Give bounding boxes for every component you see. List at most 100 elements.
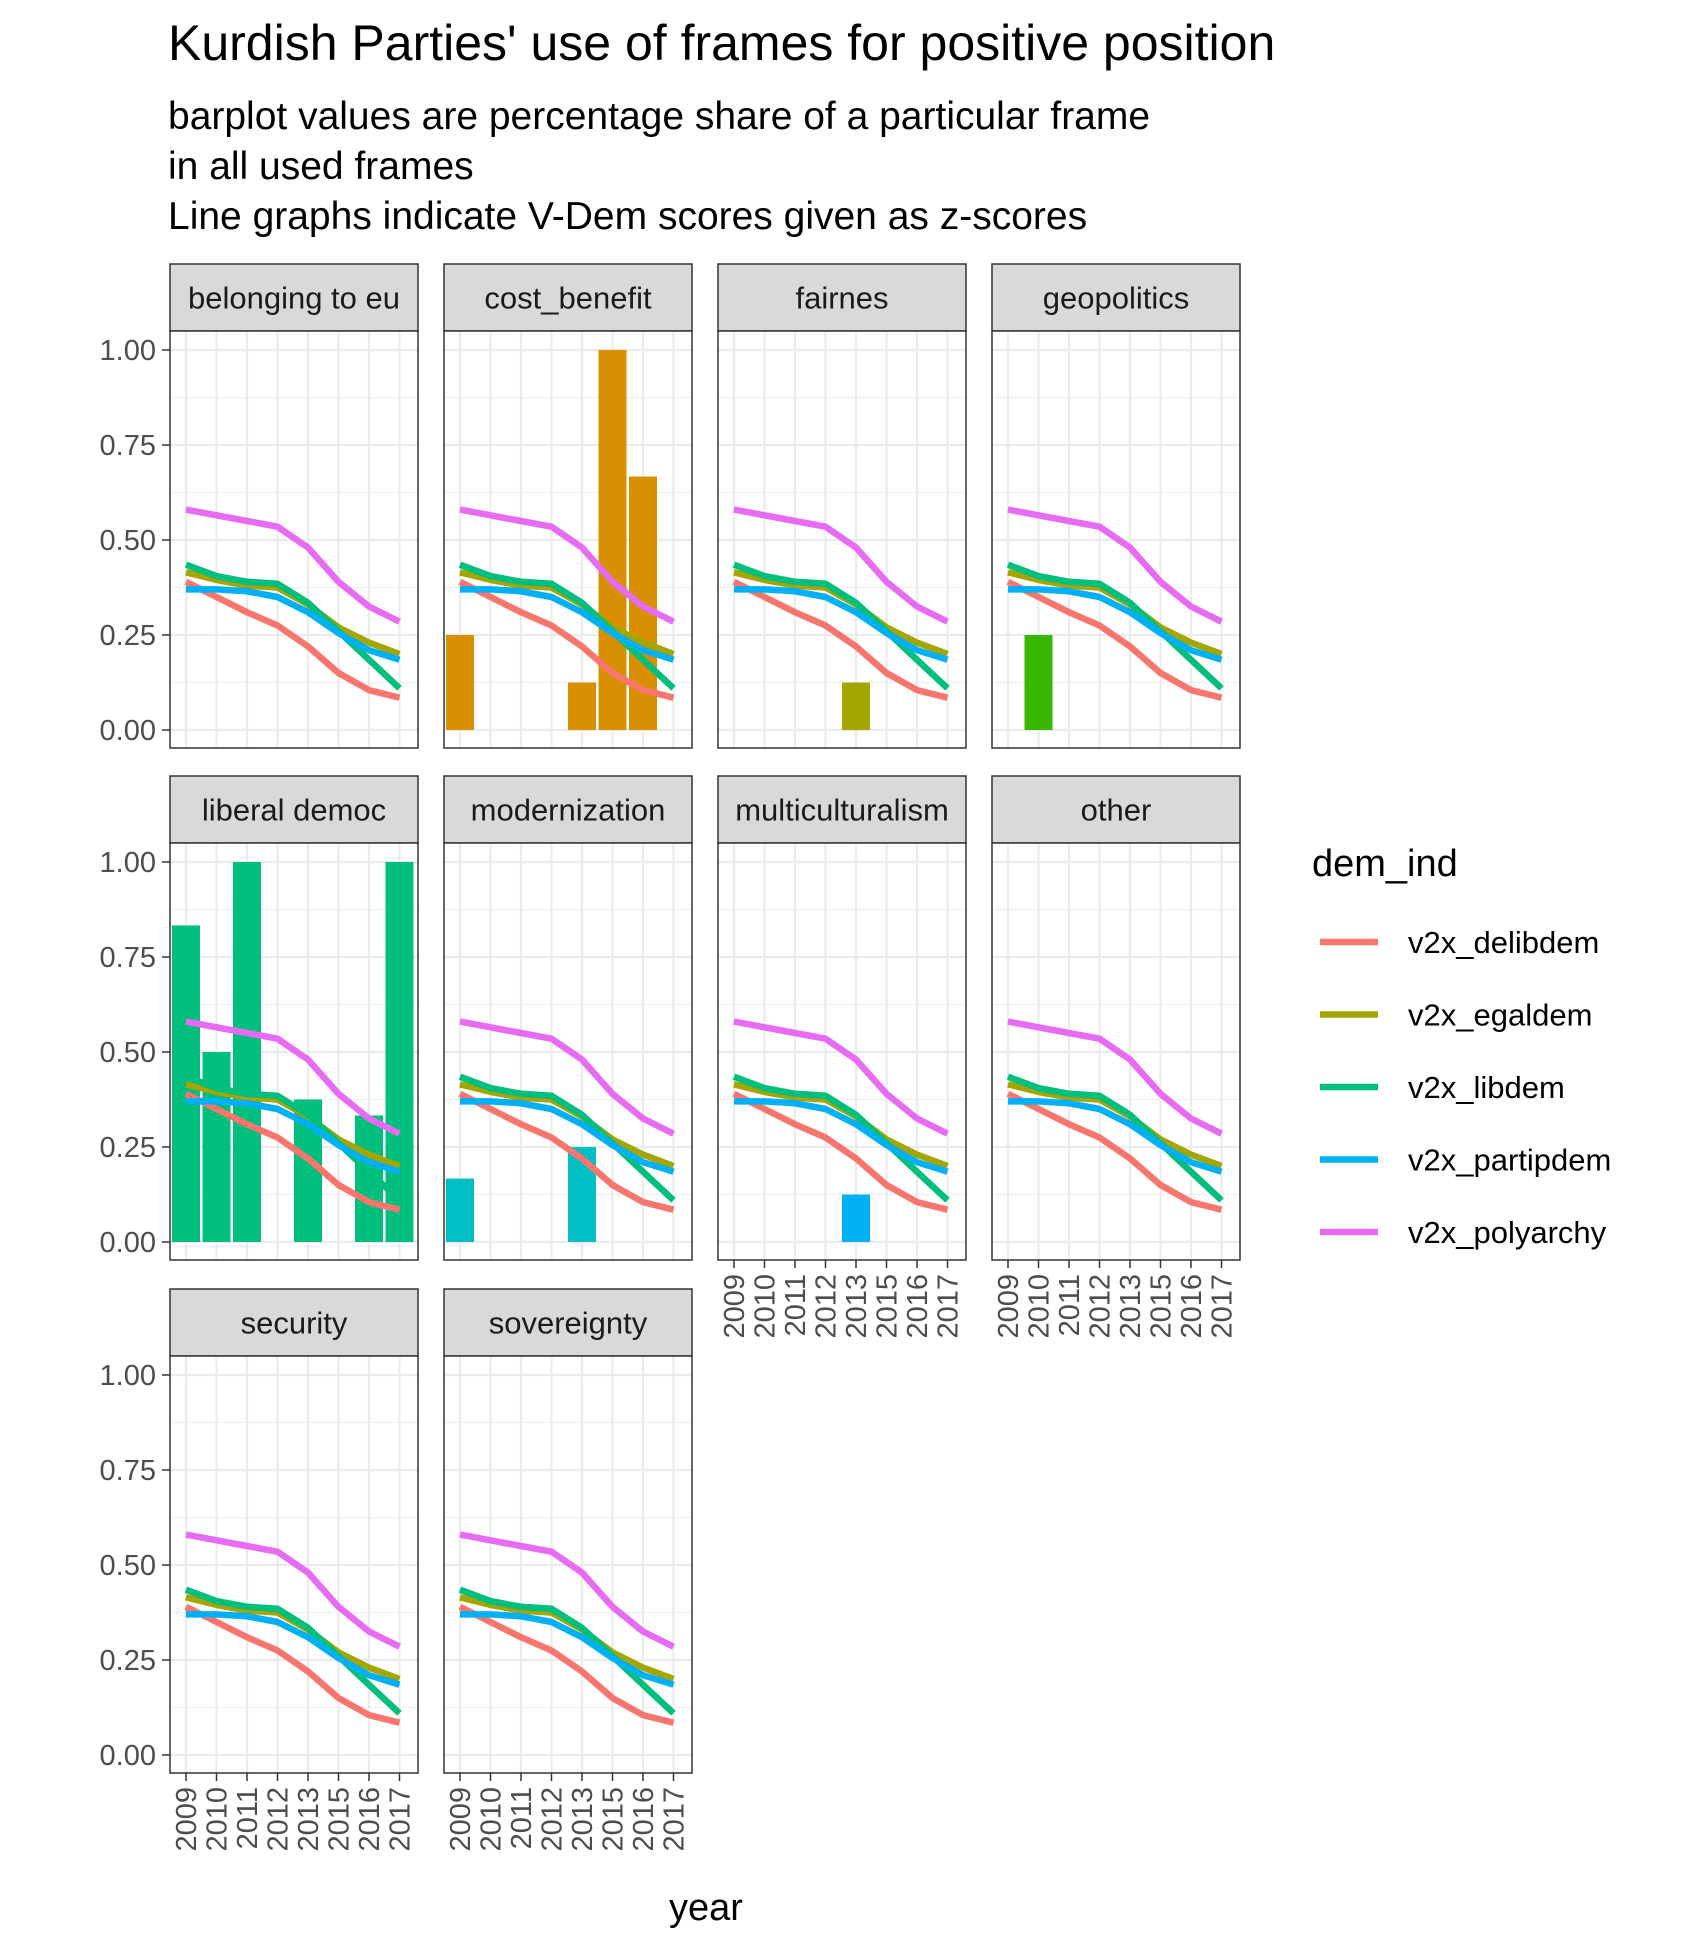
series-line	[459, 506, 675, 625]
x-tick-label: 2016	[628, 1787, 660, 1852]
facet-strip-label: liberal democ	[202, 793, 386, 828]
x-tick-label: 2012	[537, 1787, 569, 1852]
x-tick-label: 2013	[1115, 1274, 1147, 1339]
facet-strip	[443, 1288, 693, 1357]
facet-panel: modernization	[443, 775, 693, 1261]
x-tick-label: 2015	[872, 1274, 904, 1339]
x-tick-label: 2017	[659, 1787, 691, 1852]
series-line	[184, 1090, 401, 1213]
x-tick-label: 2017	[385, 1787, 417, 1852]
series-line	[734, 586, 949, 663]
panel-border	[443, 842, 693, 1261]
y-tick-label: 0.25	[100, 620, 156, 652]
x-tick-label: 2010	[202, 1787, 234, 1852]
x-tick-label: 2013	[293, 1787, 325, 1852]
facet-strip	[169, 263, 419, 332]
bar	[233, 862, 261, 1242]
bar	[385, 862, 414, 1242]
facet-strip	[169, 1288, 419, 1357]
panel-border	[443, 1355, 693, 1774]
y-tick-label: 1.00	[100, 847, 156, 879]
series-line	[185, 506, 401, 625]
x-tick-label: 2012	[1085, 1274, 1117, 1339]
panel-border	[443, 330, 693, 749]
x-tick-label: 2017	[1207, 1274, 1239, 1339]
series-line	[184, 578, 401, 701]
series-line	[458, 1603, 675, 1726]
panel-border	[991, 330, 1241, 749]
y-tick-label: 0.00	[100, 1227, 156, 1259]
facet-strip-label: sovereignty	[489, 1306, 648, 1341]
x-tick-label: 2013	[841, 1274, 873, 1339]
series-line	[460, 1098, 675, 1175]
x-tick-label: 2015	[324, 1787, 356, 1852]
legend-label: v2x_egaldem	[1408, 998, 1592, 1033]
series-line	[732, 561, 950, 691]
facet-panel: cost_benefit	[443, 263, 693, 749]
x-tick-label: 2016	[354, 1787, 386, 1852]
y-tick-label: 0.00	[100, 1740, 156, 1772]
series-line	[458, 561, 676, 691]
x-tick-label: 2011	[780, 1274, 812, 1336]
y-tick-label: 0.25	[100, 1132, 156, 1164]
y-tick-label: 0.50	[100, 1037, 156, 1069]
series-line	[732, 578, 949, 701]
y-tick-label: 0.50	[100, 525, 156, 557]
series-line	[1006, 561, 1224, 691]
x-tick-label: 2017	[933, 1274, 965, 1339]
y-tick-label: 0.50	[100, 1550, 156, 1582]
facet-strip-label: other	[1081, 793, 1152, 828]
facet-strip-label: geopolitics	[1043, 281, 1189, 316]
series-line	[186, 1098, 401, 1175]
series-line	[184, 561, 402, 691]
x-tick-label: 2011	[232, 1787, 264, 1849]
x-tick-label: 2010	[750, 1274, 782, 1339]
series-line	[1006, 578, 1223, 701]
x-tick-label: 2012	[811, 1274, 843, 1339]
series-line	[460, 586, 675, 663]
x-tick-label: 2016	[1176, 1274, 1208, 1339]
chart-title: Kurdish Parties' use of frames for posit…	[168, 15, 1276, 71]
y-tick-label: 1.00	[100, 335, 156, 367]
legend-label: v2x_delibdem	[1408, 925, 1599, 960]
y-tick-label: 0.75	[100, 942, 156, 974]
facet-strip	[991, 775, 1241, 844]
series-line	[1007, 506, 1223, 625]
legend-label: v2x_libdem	[1408, 1070, 1565, 1105]
series-line	[184, 1603, 401, 1726]
x-tick-label: 2016	[902, 1274, 934, 1339]
series-line	[186, 1611, 401, 1688]
facet-strip	[443, 775, 693, 844]
series-line	[1006, 1090, 1223, 1213]
x-tick-label: 2012	[263, 1787, 295, 1852]
series-line	[1008, 586, 1223, 663]
series-line	[1006, 1073, 1224, 1203]
y-tick-label: 0.25	[100, 1645, 156, 1677]
bar	[568, 682, 596, 730]
bar	[446, 635, 474, 730]
series-line	[458, 1586, 676, 1716]
y-tick-label: 0.75	[100, 430, 156, 462]
facet-panel: security 0.00 0.25 0.50 0.75 1.00 200920102011…	[100, 1288, 419, 1852]
x-tick-label: 2015	[1146, 1274, 1178, 1339]
bar	[1024, 635, 1053, 730]
x-tick-label: 2015	[598, 1787, 630, 1852]
facet-strip-label: security	[241, 1306, 348, 1341]
bar	[446, 1178, 474, 1242]
facet-strip-label: multiculturalism	[735, 793, 949, 828]
facet-strip-label: fairnes	[795, 281, 888, 316]
series-line	[184, 1586, 402, 1716]
series-line	[1008, 1098, 1223, 1175]
chart-subtitle: barplot values are percentage share of a…	[168, 95, 1151, 238]
x-tick-label: 2009	[171, 1787, 203, 1852]
x-tick-label: 2009	[445, 1787, 477, 1852]
series-line	[184, 1073, 402, 1203]
y-tick-label: 0.00	[100, 715, 156, 747]
series-line	[459, 1531, 675, 1650]
facet-panel: belonging to eu 0.00 0.25 0.50 0.75 1.00	[100, 263, 419, 749]
series-line	[185, 1018, 401, 1137]
series-line	[186, 586, 401, 663]
facet-panel: fairnes	[717, 263, 967, 749]
